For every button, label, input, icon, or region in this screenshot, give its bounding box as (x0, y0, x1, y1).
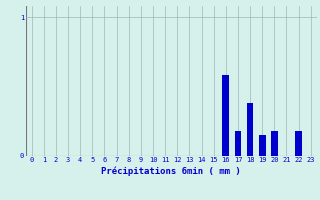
Bar (271, 131, 278, 156)
Bar (222, 75, 229, 156)
X-axis label: Précipitations 6min ( mm ): Précipitations 6min ( mm ) (101, 166, 241, 176)
Bar (259, 135, 266, 156)
Bar (235, 131, 241, 156)
Bar (295, 131, 302, 156)
Bar (247, 103, 253, 156)
